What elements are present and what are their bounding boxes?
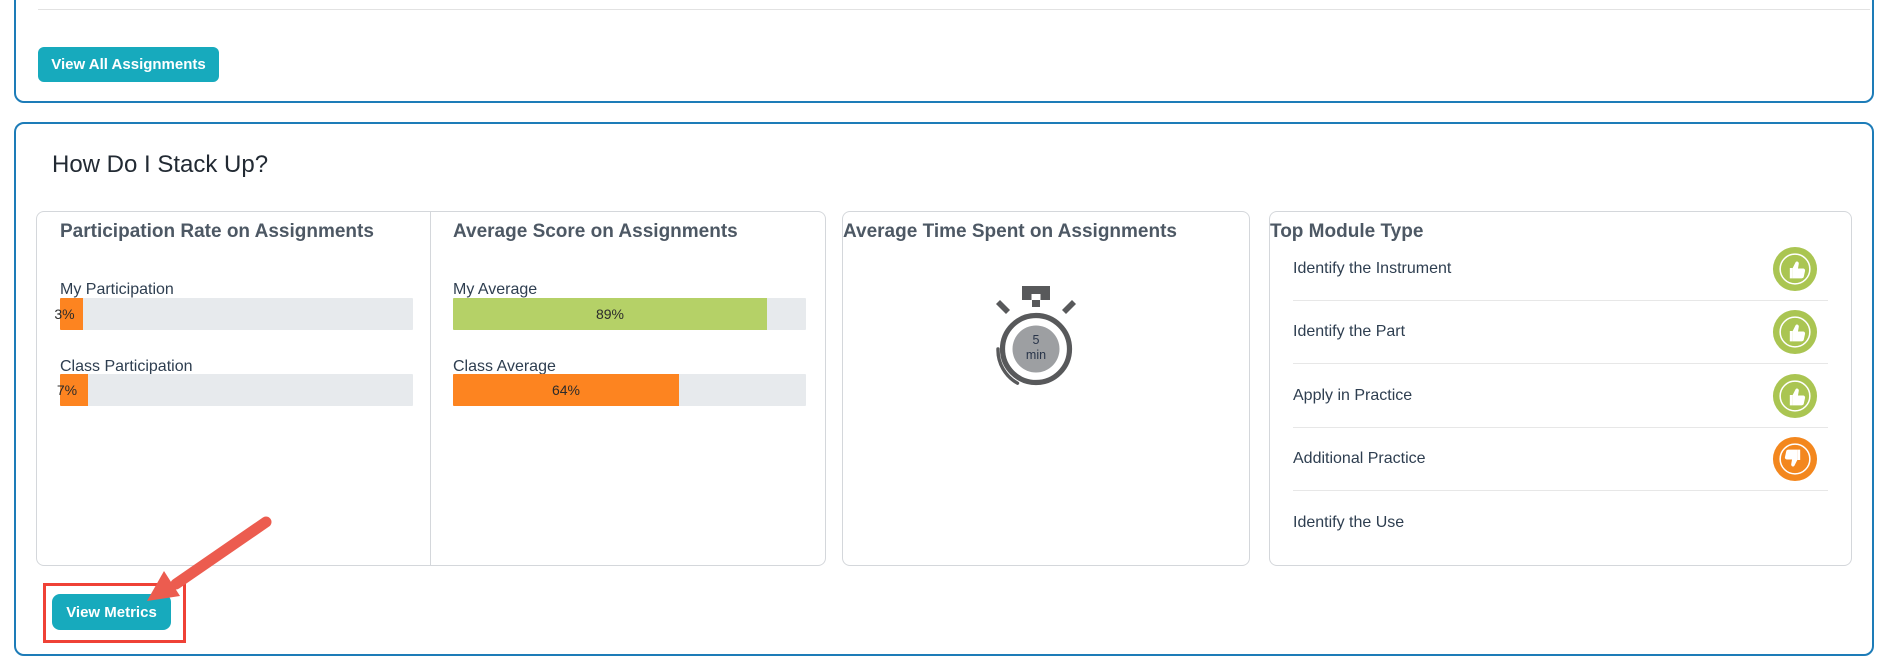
svg-text:5: 5 bbox=[1033, 333, 1040, 347]
svg-text:min: min bbox=[1026, 348, 1046, 362]
